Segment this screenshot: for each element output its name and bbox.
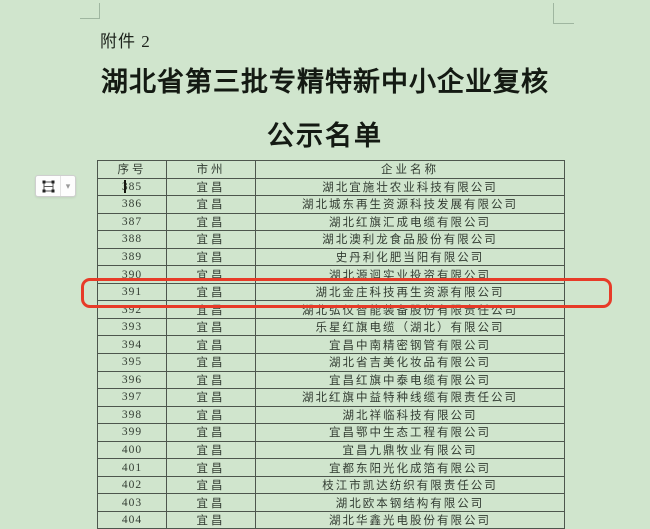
document-title-line1: 湖北省第三批专精特新中小企业复核 bbox=[101, 67, 549, 97]
table-row: 396 宜昌 宜昌红旗中泰电缆有限公司 bbox=[97, 370, 565, 390]
serial-cell: 392 bbox=[97, 300, 167, 319]
attachment-label: 附件 2 bbox=[100, 32, 151, 51]
company-cell: 宜昌中南精密钢管有限公司 bbox=[255, 335, 565, 355]
table-row: 394 宜昌 宜昌中南精密钢管有限公司 bbox=[97, 335, 565, 355]
serial-cell: 398 bbox=[97, 405, 167, 425]
serial-cell: 386 bbox=[97, 195, 167, 214]
city-cell: 宜昌 bbox=[166, 475, 256, 495]
table-header-row: 序号 市州 企业名称 bbox=[97, 160, 565, 179]
serial-cell: 400 bbox=[97, 440, 167, 460]
table-row: 392 宜昌 湖北弘仪智能装备股份有限责任公司 bbox=[97, 300, 565, 319]
serial-cell: 385 bbox=[97, 177, 167, 197]
city-cell: 宜昌 bbox=[166, 247, 256, 267]
table-row: 385 宜昌 湖北宜施壮农业科技有限公司 bbox=[97, 177, 565, 197]
serial-cell: 402 bbox=[97, 475, 167, 495]
table-row: 400 宜昌 宜昌九鼎牧业有限公司 bbox=[97, 440, 565, 460]
serial-cell: 403 bbox=[97, 493, 167, 512]
company-cell: 宜都东阳光化成箔有限公司 bbox=[255, 458, 565, 477]
table-row: 403 宜昌 湖北欧本钢结构有限公司 bbox=[97, 493, 565, 512]
table-row: 389 宜昌 史丹利化肥当阳有限公司 bbox=[97, 247, 565, 267]
company-cell: 湖北祥临科技有限公司 bbox=[255, 405, 565, 425]
table-row: 393 宜昌 乐星红旗电缆（湖北）有限公司 bbox=[97, 317, 565, 337]
header-serial: 序号 bbox=[97, 160, 167, 179]
table-row: 395 宜昌 湖北省吉美化妆品有限公司 bbox=[97, 353, 565, 372]
company-cell: 湖北弘仪智能装备股份有限责任公司 bbox=[255, 300, 565, 319]
company-list-table: 序号 市州 企业名称 385 宜昌 湖北宜施壮农业科技有限公司 386 宜昌 湖北城东再生… bbox=[97, 160, 565, 529]
serial-cell: 397 bbox=[97, 388, 167, 407]
city-cell: 宜昌 bbox=[166, 493, 256, 512]
table-row: 386 宜昌 湖北城东再生资源科技发展有限公司 bbox=[97, 195, 565, 214]
company-cell: 湖北澳利龙食品股份有限公司 bbox=[255, 230, 565, 249]
table-row: 390 宜昌 湖北源迴实业投资有限公司 bbox=[97, 265, 565, 284]
company-cell: 湖北宜施壮农业科技有限公司 bbox=[255, 177, 565, 197]
header-company: 企业名称 bbox=[255, 160, 565, 179]
serial-cell: 393 bbox=[97, 317, 167, 337]
page-corner-mark-top-right bbox=[553, 3, 574, 24]
company-cell: 湖北红旗中益特种线缆有限责任公司 bbox=[255, 388, 565, 407]
company-cell: 湖北源迴实业投资有限公司 bbox=[255, 265, 565, 284]
city-cell: 宜昌 bbox=[166, 353, 256, 372]
city-cell: 宜昌 bbox=[166, 423, 256, 442]
city-cell: 宜昌 bbox=[166, 282, 256, 302]
serial-cell: 391 bbox=[97, 282, 167, 302]
city-cell: 宜昌 bbox=[166, 510, 256, 529]
company-cell: 湖北金庄科技再生资源有限公司 bbox=[255, 282, 565, 302]
company-cell: 宜昌九鼎牧业有限公司 bbox=[255, 440, 565, 460]
table-row: 391 宜昌 湖北金庄科技再生资源有限公司 bbox=[97, 282, 565, 302]
text-caret bbox=[124, 180, 126, 193]
company-cell: 湖北华鑫光电股份有限公司 bbox=[255, 510, 565, 529]
serial-cell: 390 bbox=[97, 265, 167, 284]
city-cell: 宜昌 bbox=[166, 230, 256, 249]
table-row: 387 宜昌 湖北红旗汇成电缆有限公司 bbox=[97, 212, 565, 232]
city-cell: 宜昌 bbox=[166, 317, 256, 337]
table-tool-button[interactable]: ▾ bbox=[35, 175, 76, 197]
table-row: 402 宜昌 枝江市凯达纺织有限责任公司 bbox=[97, 475, 565, 495]
serial-cell: 395 bbox=[97, 353, 167, 372]
header-city: 市州 bbox=[166, 160, 256, 179]
serial-cell: 399 bbox=[97, 423, 167, 442]
page-corner-mark-top-left bbox=[80, 3, 100, 19]
city-cell: 宜昌 bbox=[166, 265, 256, 284]
company-cell: 湖北省吉美化妆品有限公司 bbox=[255, 353, 565, 372]
serial-cell: 388 bbox=[97, 230, 167, 249]
table-select-icon[interactable] bbox=[36, 176, 61, 196]
table-row: 398 宜昌 湖北祥临科技有限公司 bbox=[97, 405, 565, 425]
city-cell: 宜昌 bbox=[166, 195, 256, 214]
serial-cell: 387 bbox=[97, 212, 167, 232]
city-cell: 宜昌 bbox=[166, 212, 256, 232]
company-cell: 湖北欧本钢结构有限公司 bbox=[255, 493, 565, 512]
company-cell: 湖北红旗汇成电缆有限公司 bbox=[255, 212, 565, 232]
company-cell: 湖北城东再生资源科技发展有限公司 bbox=[255, 195, 565, 214]
city-cell: 宜昌 bbox=[166, 388, 256, 407]
table-body: 385 宜昌 湖北宜施壮农业科技有限公司 386 宜昌 湖北城东再生资源科技发展有限公司 3… bbox=[97, 177, 565, 529]
chevron-down-icon[interactable]: ▾ bbox=[65, 180, 71, 191]
document-title-line2: 公示名单 bbox=[267, 121, 383, 151]
city-cell: 宜昌 bbox=[166, 440, 256, 460]
table-row: 397 宜昌 湖北红旗中益特种线缆有限责任公司 bbox=[97, 388, 565, 407]
serial-cell: 404 bbox=[97, 510, 167, 529]
company-cell: 宜昌红旗中泰电缆有限公司 bbox=[255, 370, 565, 390]
table-row: 399 宜昌 宜昌鄂中生态工程有限公司 bbox=[97, 423, 565, 442]
company-cell: 宜昌鄂中生态工程有限公司 bbox=[255, 423, 565, 442]
city-cell: 宜昌 bbox=[166, 370, 256, 390]
table-row: 401 宜昌 宜都东阳光化成箔有限公司 bbox=[97, 458, 565, 477]
company-cell: 乐星红旗电缆（湖北）有限公司 bbox=[255, 317, 565, 337]
serial-cell: 396 bbox=[97, 370, 167, 390]
table-row: 404 宜昌 湖北华鑫光电股份有限公司 bbox=[97, 510, 565, 529]
serial-cell: 394 bbox=[97, 335, 167, 355]
company-cell: 史丹利化肥当阳有限公司 bbox=[255, 247, 565, 267]
city-cell: 宜昌 bbox=[166, 405, 256, 425]
serial-cell: 389 bbox=[97, 247, 167, 267]
city-cell: 宜昌 bbox=[166, 177, 256, 197]
city-cell: 宜昌 bbox=[166, 335, 256, 355]
serial-cell: 401 bbox=[97, 458, 167, 477]
city-cell: 宜昌 bbox=[166, 458, 256, 477]
company-cell: 枝江市凯达纺织有限责任公司 bbox=[255, 475, 565, 495]
city-cell: 宜昌 bbox=[166, 300, 256, 319]
table-row: 388 宜昌 湖北澳利龙食品股份有限公司 bbox=[97, 230, 565, 249]
